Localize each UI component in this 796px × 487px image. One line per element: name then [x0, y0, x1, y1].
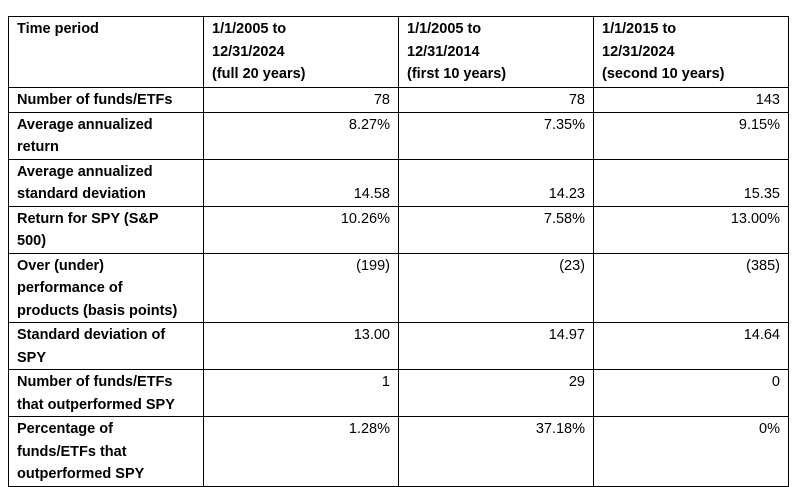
- header-cell: 1/1/2015 to 12/31/2024 (second 10 years): [593, 16, 789, 88]
- cell-line: performance of: [17, 280, 123, 296]
- cell-line: SPY: [17, 349, 47, 366]
- cell-line: 500): [17, 233, 47, 249]
- value-cell: 14.23: [398, 158, 594, 207]
- cell-line: (full 20 years): [212, 66, 306, 82]
- data-row: Number of funds/ETFs that outperformed SP…: [8, 369, 789, 417]
- cell-line: outperformed SPY: [17, 466, 145, 482]
- table-body: Time period 1/1/2005 to 12/31/2024 (full 20…: [8, 16, 789, 487]
- cell-line: Return for SPY (S&P: [17, 210, 159, 227]
- cell-line: products (basis points): [17, 302, 178, 319]
- header-cell: Time period: [8, 16, 204, 88]
- data-row: Average annualized return 8.27% 7.35% 9.15%: [8, 111, 789, 160]
- cell-line: 1/1/2015 to: [602, 21, 677, 37]
- cell-line: Standard deviation of: [17, 327, 166, 343]
- row-label: Number of funds/ETFs that outperformed SP…: [8, 369, 204, 417]
- row-label: Average annualized return: [8, 111, 204, 160]
- value-cell: 15.35: [593, 158, 789, 207]
- cell-line: 1/1/2005 to: [407, 21, 482, 37]
- cell-line: (second 10 years): [602, 66, 725, 82]
- cell-line: that outperformed SPY: [17, 396, 175, 413]
- cell-line: 12/31/2024: [212, 43, 285, 60]
- cell-line: funds/ETFs that: [17, 443, 127, 460]
- header-cell: 1/1/2005 to 12/31/2014 (first 10 years): [398, 16, 594, 88]
- value-cell: 14.64: [593, 322, 789, 370]
- cell-line: Time period: [17, 21, 99, 37]
- value-cell: 14.97: [398, 322, 594, 370]
- value-cell: 10.26%: [203, 205, 399, 254]
- data-row: Standard deviation of SPY 13.00 14.97 14.64: [8, 322, 789, 370]
- value-cell: 13.00%: [593, 205, 789, 254]
- value-cell: 8.27%: [203, 111, 399, 160]
- cell-line: standard deviation: [17, 186, 146, 202]
- cell-line: 12/31/2024: [602, 43, 675, 60]
- value-cell: 29: [398, 369, 594, 417]
- value-cell: 1: [203, 369, 399, 417]
- value-cell: 0%: [593, 416, 789, 487]
- value-cell: 13.00: [203, 322, 399, 370]
- cell-line: Average annualized: [17, 116, 153, 133]
- data-row: Return for SPY (S&P 500) 10.26% 7.58% 13.00%: [8, 205, 789, 254]
- cell-line: (first 10 years): [407, 66, 507, 82]
- cell-line: Percentage of: [17, 421, 113, 437]
- data-row: Percentage of funds/ETFs that outperformed…: [8, 416, 789, 487]
- row-label: Average annualized standard deviation: [8, 158, 204, 207]
- cell-line: return: [17, 139, 59, 155]
- row-label: Standard deviation of SPY: [8, 322, 204, 370]
- value-cell: 1.28%: [203, 416, 399, 487]
- value-cell: 0: [593, 369, 789, 417]
- value-cell: (23): [398, 252, 594, 323]
- cell-line: Number of funds/ETFs: [17, 374, 173, 390]
- header-cell: 1/1/2005 to 12/31/2024 (full 20 years): [203, 16, 399, 88]
- row-label: Return for SPY (S&P 500): [8, 205, 204, 254]
- cell-line: 1/1/2005 to: [212, 21, 287, 37]
- cell-line: Average annualized: [17, 163, 153, 180]
- value-cell: 37.18%: [398, 416, 594, 487]
- value-cell: 7.35%: [398, 111, 594, 160]
- cell-line: 12/31/2014: [407, 43, 480, 60]
- data-row: Average annualized standard deviation 14.5…: [8, 158, 789, 207]
- value-cell: 143: [593, 87, 789, 113]
- cell-line: Number of funds/ETFs: [17, 92, 173, 108]
- row-label: Percentage of funds/ETFs that outperformed…: [8, 416, 204, 487]
- cell-line: Over (under): [17, 257, 105, 274]
- value-cell: (199): [203, 252, 399, 323]
- header-row: Time period 1/1/2005 to 12/31/2024 (full 20…: [8, 16, 789, 88]
- row-label: Over (under) performance of products (basi…: [8, 252, 204, 323]
- data-table: Time period 1/1/2005 to 12/31/2024 (full 20…: [8, 16, 789, 487]
- value-cell: 78: [203, 87, 399, 113]
- value-cell: 9.15%: [593, 111, 789, 160]
- row-label: Number of funds/ETFs: [8, 87, 204, 113]
- value-cell: 7.58%: [398, 205, 594, 254]
- value-cell: 78: [398, 87, 594, 113]
- data-row: Over (under) performance of products (basi…: [8, 252, 789, 323]
- value-cell: 14.58: [203, 158, 399, 207]
- value-cell: (385): [593, 252, 789, 323]
- data-row: Number of funds/ETFs 78 78 143: [8, 87, 789, 113]
